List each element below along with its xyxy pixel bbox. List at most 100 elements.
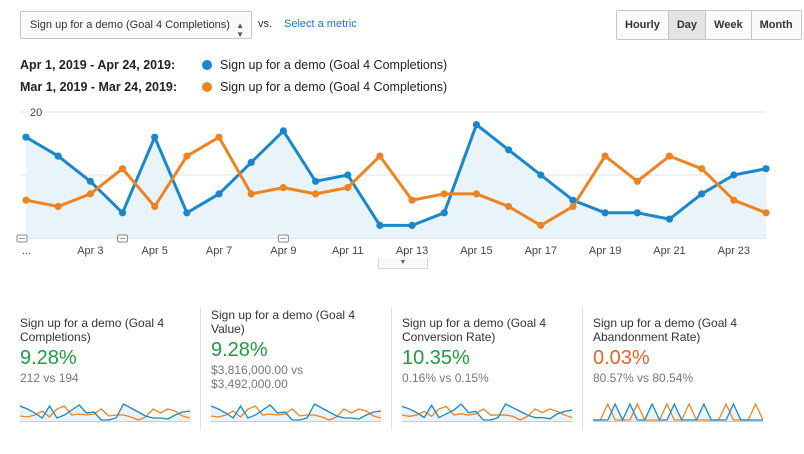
data-point-current <box>505 146 513 154</box>
month-button[interactable]: Month <box>750 11 801 39</box>
week-button[interactable]: Week <box>705 11 751 39</box>
data-point-current <box>54 152 62 160</box>
spark-line-current <box>20 403 190 421</box>
primary-metric-value: Sign up for a demo (Goal 4 Completions) <box>30 19 230 31</box>
collapse-chart-button[interactable]: ▼ <box>378 258 428 269</box>
data-point-previous <box>118 165 127 173</box>
data-point-previous <box>408 196 416 204</box>
x-tick-label: Apr 21 <box>653 245 685 257</box>
scorecard-value-metric[interactable]: Sign up for a demo (Goal 4 Value) 9.28% … <box>211 308 391 422</box>
legend-date-range: Mar 1, 2019 - Mar 24, 2019: <box>20 80 178 94</box>
data-point-current <box>22 133 30 141</box>
data-point-previous <box>762 209 770 217</box>
scorecard-sparkline <box>593 402 763 422</box>
spark-area <box>20 404 190 422</box>
series-line-current <box>25 123 767 227</box>
scorecard-sparkline <box>402 403 572 422</box>
series-line-previous <box>25 135 767 227</box>
scorecard-comparison: $3,816,000.00 vs $3,492,000.00 <box>211 363 304 391</box>
data-point-current <box>408 221 416 229</box>
scorecard-divider <box>391 307 392 430</box>
x-tick-label: Apr 19 <box>589 245 621 257</box>
x-tick-label: Apr 3 <box>77 245 103 257</box>
data-point-previous <box>344 184 352 192</box>
data-point-previous <box>86 190 94 198</box>
scorecard-divider <box>200 307 201 430</box>
x-tick-label: Apr 13 <box>396 245 428 257</box>
data-point-current <box>376 221 384 229</box>
hourly-button[interactable]: Hourly <box>617 11 668 39</box>
spark-line-previous <box>211 405 381 421</box>
data-point-previous <box>151 202 159 211</box>
data-point-previous <box>311 190 320 198</box>
x-tick-label: Apr 23 <box>718 245 750 257</box>
legend-date-range: Apr 1, 2019 - Apr 24, 2019: <box>20 58 176 72</box>
data-point-current <box>601 209 609 217</box>
scorecard-title: Sign up for a demo (Goal 4 Abandonment R… <box>593 316 738 344</box>
scorecard-divider <box>582 307 583 430</box>
day-button[interactable]: Day <box>667 11 706 39</box>
collapse-arrow-icon: ▼ <box>399 259 407 266</box>
x-tick-label: Apr 15 <box>460 245 492 257</box>
data-point-current <box>344 171 352 179</box>
data-point-current <box>633 209 641 217</box>
data-point-current <box>537 171 545 179</box>
data-point-current <box>86 177 94 185</box>
data-point-previous <box>22 196 30 204</box>
series-area <box>26 124 766 238</box>
x-tick-label: Apr 9 <box>270 245 296 257</box>
scorecard-value: 9.28% <box>20 347 77 369</box>
x-tick-label: Apr 7 <box>206 245 232 257</box>
annotation-marker-icon[interactable] <box>277 234 289 243</box>
data-point-previous <box>279 184 287 192</box>
scorecard-title: Sign up for a demo (Goal 4 Completions) <box>20 316 165 344</box>
scorecard-value: 10.35% <box>402 347 470 369</box>
data-point-previous <box>698 165 706 173</box>
select-metric-link[interactable]: Select a metric <box>284 18 357 30</box>
data-point-previous <box>183 152 191 160</box>
data-point-current <box>665 215 674 223</box>
data-point-previous <box>633 177 641 185</box>
data-point-previous <box>247 190 255 198</box>
spark-line-current <box>593 402 763 422</box>
spark-area <box>402 404 572 422</box>
data-point-previous <box>601 152 609 160</box>
scorecard-abandonment-rate[interactable]: Sign up for a demo (Goal 4 Abandonment R… <box>593 316 773 422</box>
data-point-previous <box>376 152 384 160</box>
spark-area <box>211 404 381 422</box>
annotation-marker-icon[interactable] <box>16 234 28 243</box>
data-point-current <box>698 190 706 198</box>
data-point-current <box>311 177 320 185</box>
data-point-current <box>762 165 770 173</box>
data-point-current <box>279 127 287 135</box>
legend-dot-orange <box>202 82 212 92</box>
primary-metric-select[interactable]: Sign up for a demo (Goal 4 Completions) … <box>20 11 252 39</box>
data-point-current <box>183 209 191 217</box>
data-point-previous <box>440 190 448 198</box>
data-point-previous <box>472 190 481 198</box>
annotation-marker-icon[interactable] <box>117 234 129 243</box>
scorecard-title: Sign up for a demo (Goal 4 Value) <box>211 308 356 336</box>
dropdown-arrow-icon: ▲ ▼ <box>236 21 244 39</box>
scorecard-value: 0.03% <box>593 347 650 369</box>
data-point-current <box>118 209 127 217</box>
x-tick-label: Apr 17 <box>525 245 557 257</box>
legend-dot-blue <box>202 60 212 70</box>
scorecard-sparkline <box>211 403 381 422</box>
granularity-toggle: Hourly Day Week Month <box>616 10 802 40</box>
spark-line-previous <box>402 405 572 421</box>
spark-line-current <box>402 403 572 421</box>
scorecard-completions[interactable]: Sign up for a demo (Goal 4 Completions) … <box>20 316 200 422</box>
scorecard-conversion-rate[interactable]: Sign up for a demo (Goal 4 Conversion Ra… <box>402 316 582 422</box>
data-point-current <box>472 121 481 129</box>
legend-series-label: Sign up for a demo (Goal 4 Completions) <box>220 58 448 72</box>
data-point-previous <box>537 221 545 229</box>
spark-line-current <box>211 403 381 421</box>
data-point-previous <box>569 202 577 211</box>
vs-label: vs. <box>258 18 273 30</box>
data-point-current <box>569 196 577 204</box>
scorecard-sparkline <box>20 403 190 422</box>
data-point-current <box>215 190 223 198</box>
x-tick-label: Apr 5 <box>142 245 168 257</box>
